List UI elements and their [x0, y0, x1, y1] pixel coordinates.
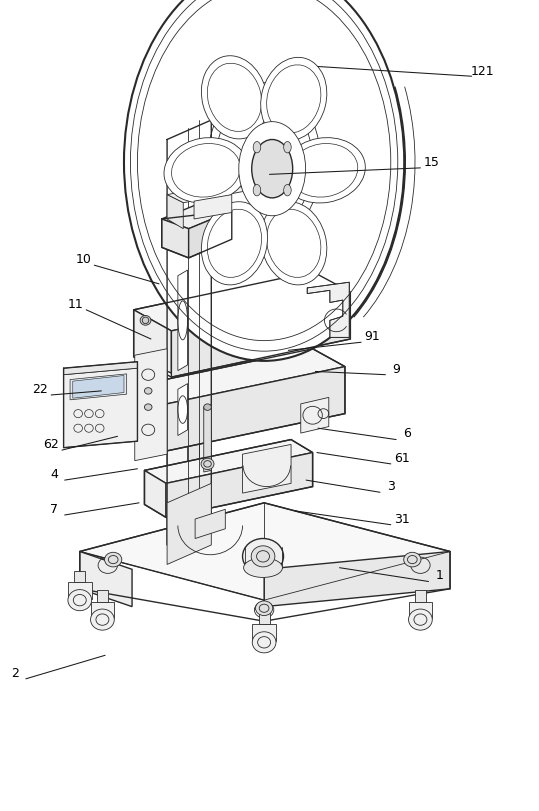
Polygon shape [167, 483, 211, 564]
Polygon shape [134, 310, 171, 373]
Ellipse shape [140, 315, 151, 325]
Text: 62: 62 [43, 438, 59, 451]
Ellipse shape [124, 0, 404, 361]
Polygon shape [167, 182, 248, 203]
Polygon shape [194, 195, 232, 219]
Polygon shape [415, 590, 426, 602]
Ellipse shape [243, 539, 284, 574]
Ellipse shape [204, 404, 211, 410]
Polygon shape [162, 201, 232, 229]
Polygon shape [166, 453, 313, 517]
Polygon shape [171, 292, 350, 377]
Ellipse shape [261, 202, 327, 285]
Polygon shape [195, 509, 225, 539]
Ellipse shape [404, 552, 421, 567]
Polygon shape [80, 503, 450, 600]
Polygon shape [264, 551, 450, 607]
Ellipse shape [281, 138, 365, 203]
Polygon shape [252, 624, 276, 641]
Ellipse shape [239, 122, 306, 216]
Text: 2: 2 [11, 667, 19, 680]
Polygon shape [70, 374, 127, 400]
Polygon shape [68, 582, 92, 599]
Text: 1: 1 [436, 569, 443, 582]
Polygon shape [134, 272, 350, 331]
Ellipse shape [91, 609, 114, 630]
Polygon shape [64, 362, 137, 375]
Ellipse shape [244, 558, 282, 577]
Polygon shape [178, 384, 188, 436]
Text: 91: 91 [364, 330, 380, 343]
Polygon shape [64, 368, 137, 448]
Polygon shape [162, 219, 189, 258]
Polygon shape [73, 375, 124, 398]
Polygon shape [91, 602, 114, 618]
Ellipse shape [252, 632, 276, 653]
Polygon shape [80, 551, 132, 607]
Text: 10: 10 [75, 253, 92, 266]
Polygon shape [186, 120, 199, 531]
Text: 11: 11 [67, 298, 84, 311]
Polygon shape [127, 388, 159, 453]
Text: 121: 121 [471, 65, 494, 78]
Polygon shape [243, 444, 291, 493]
Polygon shape [144, 440, 313, 483]
Polygon shape [307, 282, 349, 337]
Text: 31: 31 [393, 513, 410, 526]
Text: 9: 9 [392, 363, 400, 375]
Polygon shape [97, 590, 108, 602]
Ellipse shape [284, 141, 291, 152]
Text: 22: 22 [32, 383, 49, 396]
Ellipse shape [164, 138, 248, 203]
Ellipse shape [253, 185, 261, 196]
Ellipse shape [216, 94, 313, 230]
Polygon shape [167, 128, 188, 545]
Text: 7: 7 [50, 503, 58, 516]
Polygon shape [259, 613, 270, 624]
Polygon shape [159, 367, 345, 453]
Polygon shape [301, 397, 329, 433]
Polygon shape [178, 270, 188, 371]
Polygon shape [198, 120, 211, 519]
Ellipse shape [105, 552, 122, 567]
Polygon shape [409, 602, 432, 618]
Ellipse shape [68, 590, 92, 611]
Text: 4: 4 [50, 468, 58, 481]
Ellipse shape [202, 56, 267, 139]
Ellipse shape [251, 546, 275, 567]
Text: 3: 3 [387, 480, 395, 493]
Text: 61: 61 [393, 452, 410, 465]
Polygon shape [189, 211, 232, 258]
Ellipse shape [253, 141, 261, 152]
Ellipse shape [201, 458, 214, 470]
Polygon shape [167, 195, 183, 229]
Polygon shape [127, 349, 345, 406]
Polygon shape [135, 349, 167, 461]
Polygon shape [74, 571, 85, 582]
Text: 6: 6 [403, 427, 411, 440]
Polygon shape [204, 405, 211, 472]
Ellipse shape [284, 185, 291, 196]
Ellipse shape [252, 139, 293, 198]
Ellipse shape [144, 404, 152, 410]
Polygon shape [144, 470, 166, 517]
Ellipse shape [255, 601, 273, 616]
Text: 15: 15 [423, 156, 439, 169]
Ellipse shape [144, 388, 152, 394]
Ellipse shape [261, 58, 327, 140]
Ellipse shape [202, 202, 267, 285]
Ellipse shape [409, 609, 432, 630]
